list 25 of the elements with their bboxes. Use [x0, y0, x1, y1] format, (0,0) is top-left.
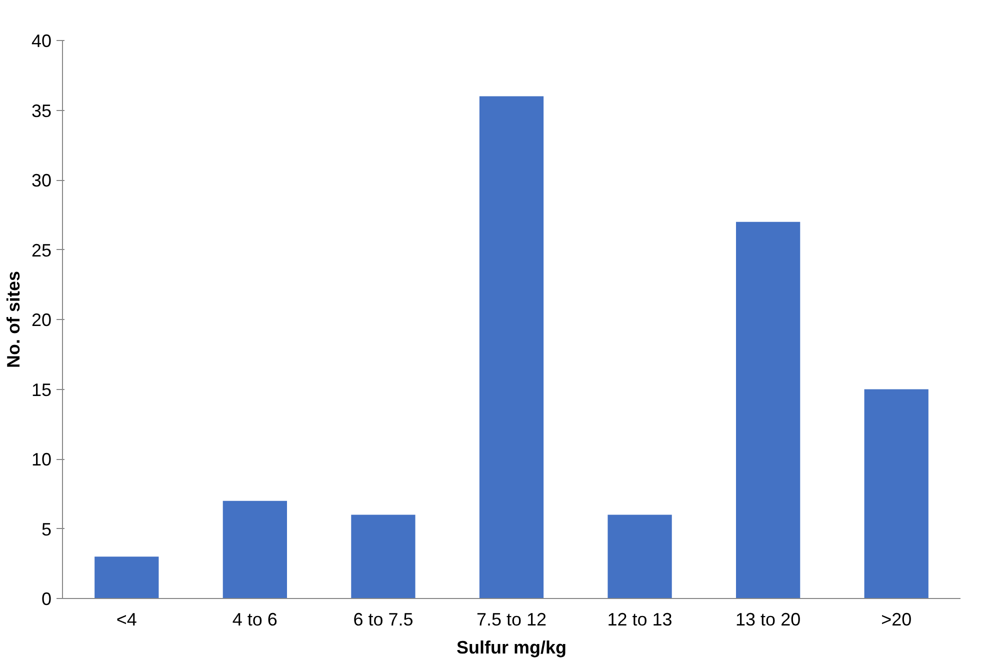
y-tick-label: 0	[41, 589, 52, 609]
x-axis-title: Sulfur mg/kg	[456, 638, 567, 658]
bar	[222, 500, 287, 598]
y-tick-label: 25	[31, 240, 52, 260]
y-tick-label: 40	[31, 31, 52, 51]
x-tick-label: 6 to 7.5	[353, 610, 414, 630]
y-tick-label: 20	[31, 310, 52, 330]
y-tick-label: 15	[31, 380, 52, 400]
bar	[736, 222, 800, 598]
y-tick-label: 10	[31, 450, 52, 470]
x-tick-label: 12 to 13	[607, 610, 672, 630]
x-tick-label: >20	[881, 610, 912, 630]
x-tick-label: 4 to 6	[232, 610, 278, 630]
bar	[608, 514, 672, 598]
x-tick-label: <4	[116, 610, 137, 630]
y-tick-label: 35	[31, 100, 52, 121]
bar	[479, 96, 544, 598]
x-tick-label: 13 to 20	[736, 610, 801, 630]
y-axis-title: No. of sites	[3, 270, 24, 368]
y-tick-label: 5	[41, 519, 52, 540]
bar	[864, 389, 928, 598]
bar	[94, 556, 159, 598]
x-tick-label: 7.5 to 12	[476, 610, 547, 630]
bar	[351, 514, 416, 598]
y-tick-label: 30	[31, 170, 52, 190]
